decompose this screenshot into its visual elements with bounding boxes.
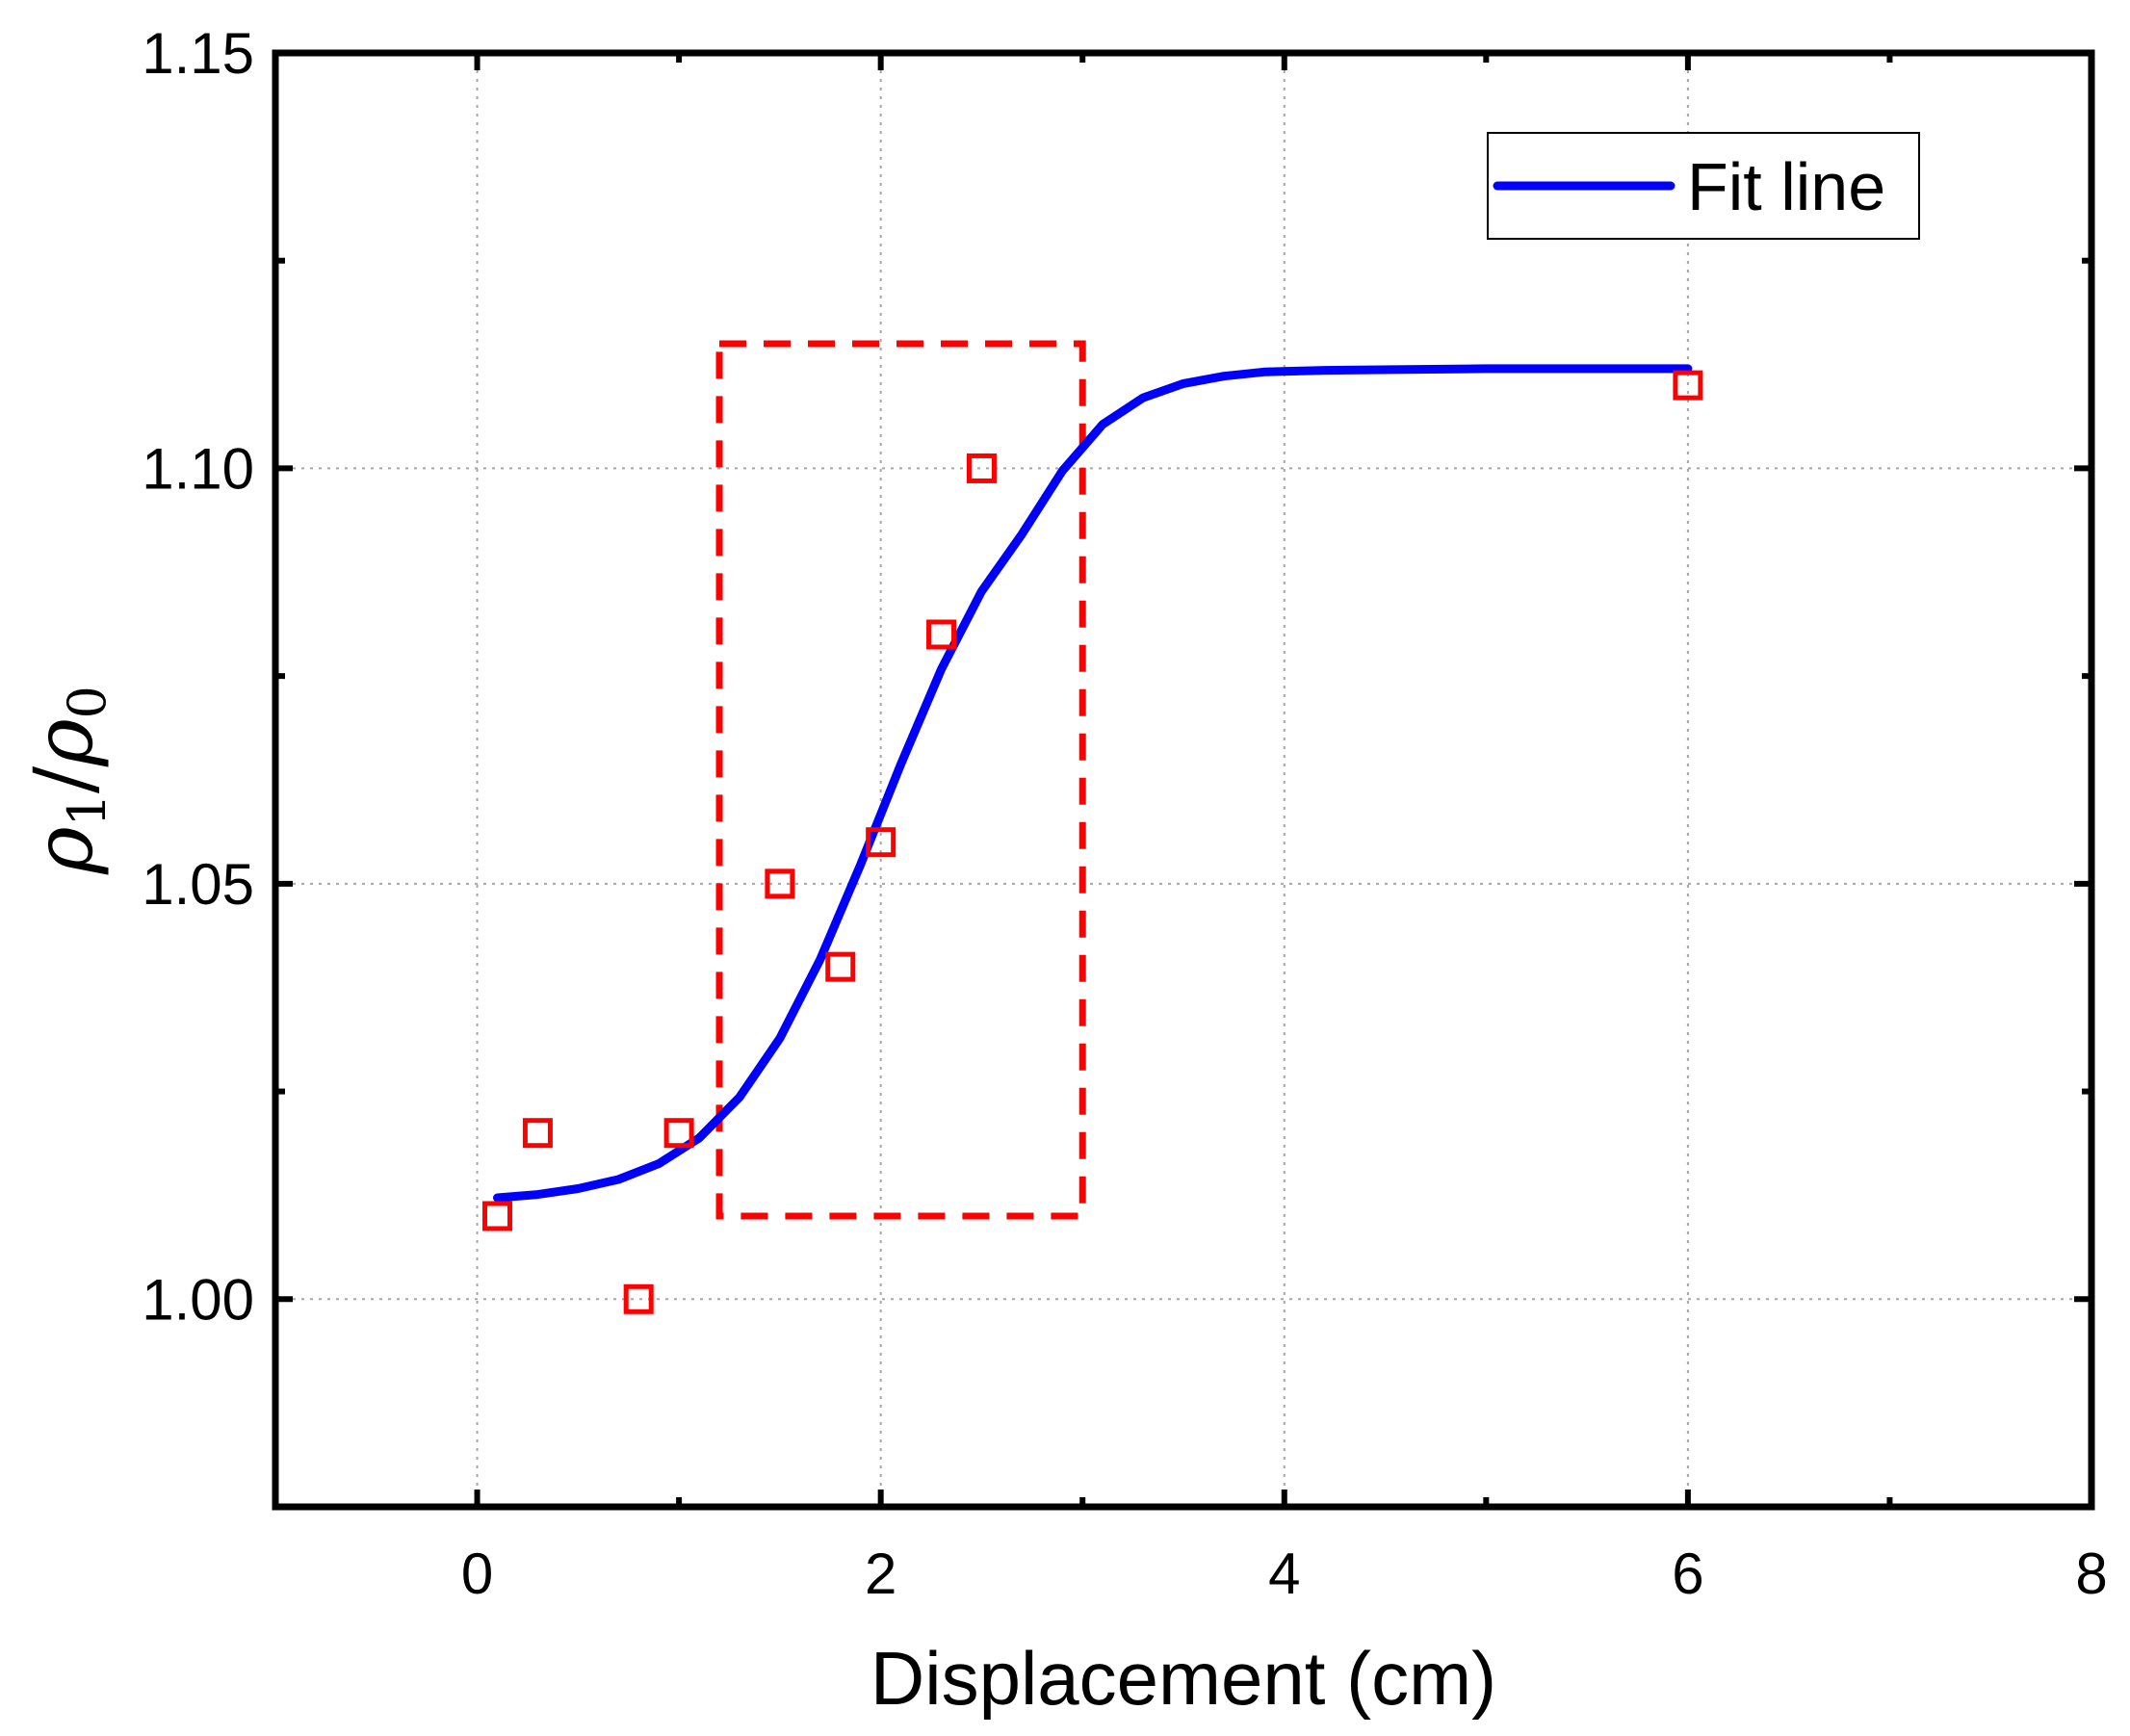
- svg-text:ρ1/ρ0: ρ1/ρ0: [16, 686, 117, 875]
- plot-frame: [272, 49, 2095, 1511]
- series-layer: [482, 364, 1703, 1314]
- data-point: [663, 1118, 694, 1149]
- annotation-layer: [715, 340, 1086, 1220]
- grid: [275, 53, 2091, 1507]
- y-tick-label: 1.00: [142, 1267, 254, 1332]
- y-axis-title: ρ1/ρ0: [16, 686, 117, 875]
- legend: Fit line: [1487, 132, 1920, 240]
- legend-label-fit-line: Fit line: [1687, 149, 1885, 224]
- y-axis-symbol-num: ρ: [16, 827, 111, 875]
- data-point: [966, 453, 997, 483]
- highlight-dashed-rectangle: [715, 340, 1086, 1220]
- x-tick-labels: 0 2 4 6 8: [461, 1542, 2108, 1606]
- x-tick-label: 8: [2075, 1542, 2107, 1606]
- y-tick-label: 1.15: [142, 21, 254, 86]
- x-axis-title: Displacement (cm): [870, 1636, 1496, 1721]
- data-point: [825, 951, 856, 982]
- data-point: [926, 619, 957, 650]
- data-point: [1673, 370, 1703, 401]
- x-tick-label: 2: [865, 1542, 896, 1606]
- fit-line: [493, 364, 1693, 1203]
- data-point: [765, 868, 795, 899]
- y-axis-sub-den: 0: [57, 686, 117, 718]
- data-point: [866, 827, 896, 858]
- x-tick-label: 6: [1672, 1542, 1703, 1606]
- axes: [272, 49, 2095, 1511]
- data-point: [623, 1283, 654, 1314]
- data-point: [522, 1118, 553, 1149]
- y-tick-label: 1.10: [142, 436, 254, 501]
- x-tick-label: 0: [461, 1542, 493, 1606]
- y-axis-slash: /: [16, 765, 111, 793]
- y-axis-symbol-den: ρ: [16, 718, 111, 766]
- y-tick-labels: 1.00 1.05 1.10 1.15: [142, 21, 254, 1332]
- y-axis-sub-num: 1: [57, 793, 117, 826]
- data-point: [482, 1201, 513, 1231]
- x-tick-label: 4: [1268, 1542, 1300, 1606]
- y-tick-label: 1.05: [142, 852, 254, 917]
